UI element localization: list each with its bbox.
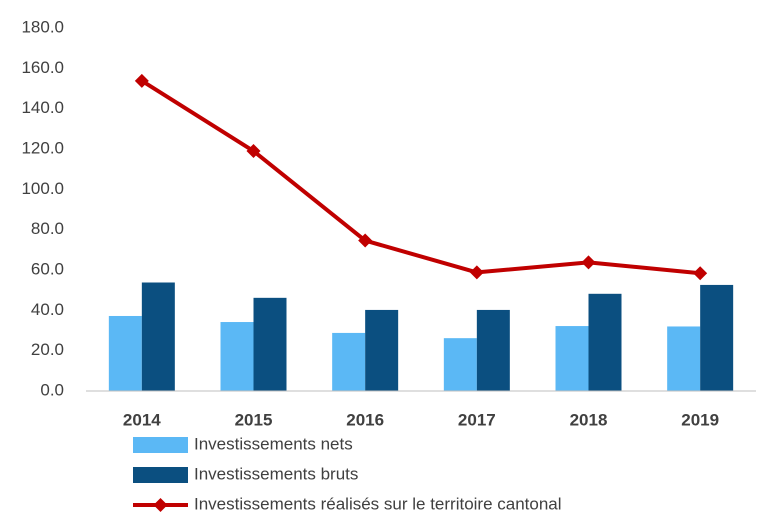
legend-swatch (133, 437, 188, 453)
bar (588, 293, 622, 391)
bar (220, 322, 254, 391)
x-tick-label: 2016 (346, 410, 384, 429)
legend-label: Investissements nets (194, 434, 353, 453)
bar (141, 282, 175, 391)
line-marker (358, 233, 373, 248)
y-tick-label: 40.0 (31, 300, 64, 319)
legend-label: Investissements réalisés sur le territoi… (194, 494, 562, 513)
bar (253, 297, 287, 391)
bar (332, 332, 366, 391)
y-tick-label: 120.0 (21, 138, 64, 157)
line-marker (693, 266, 708, 281)
bar (555, 326, 589, 391)
line-marker (134, 73, 149, 88)
bar (443, 338, 477, 391)
line-marker (246, 144, 261, 159)
bar (667, 326, 701, 391)
line (140, 79, 701, 276)
y-tick-label: 0.0 (40, 380, 64, 399)
bar (108, 315, 142, 391)
y-tick-label: 100.0 (21, 179, 64, 198)
y-tick-label: 80.0 (31, 219, 64, 238)
legend-marker (153, 498, 168, 512)
x-tick-label: 2014 (123, 410, 161, 429)
bar (365, 309, 399, 391)
y-tick-label: 160.0 (21, 58, 64, 77)
x-tick-label: 2015 (235, 410, 273, 429)
x-tick-label: 2019 (681, 410, 719, 429)
y-tick-label: 20.0 (31, 340, 64, 359)
bar (700, 284, 734, 391)
x-tick-label: 2018 (570, 410, 608, 429)
legend-swatch (133, 467, 188, 483)
line-marker (469, 265, 484, 280)
line-marker (581, 255, 596, 270)
bar (476, 309, 510, 391)
x-tick-label: 2017 (458, 410, 496, 429)
legend-label: Investissements bruts (194, 464, 358, 483)
y-tick-label: 60.0 (31, 259, 64, 278)
y-tick-label: 140.0 (21, 98, 64, 117)
y-tick-label: 180.0 (21, 17, 64, 36)
